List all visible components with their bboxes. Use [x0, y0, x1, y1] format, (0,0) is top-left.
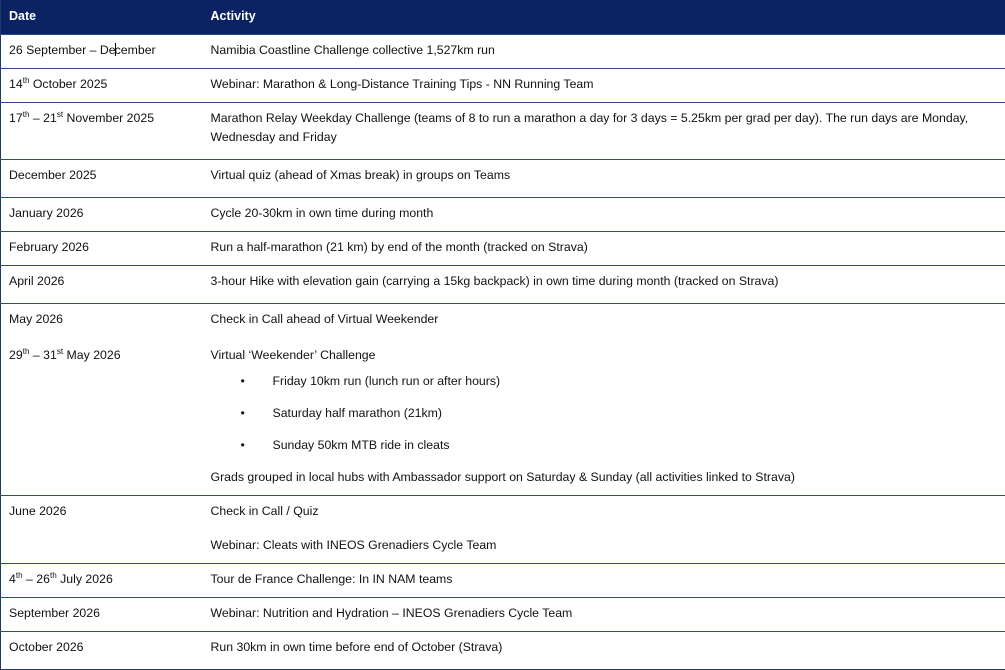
cell-date[interactable]: January 2026	[1, 198, 195, 232]
date-remainder: October 2025	[29, 77, 107, 91]
column-header-activity: Activity	[195, 0, 1005, 35]
cell-activity[interactable]: Cycle 20-30km in own time during month	[195, 198, 1005, 232]
table-row: June 2026 Check in Call / Quiz Webinar: …	[1, 496, 1005, 563]
date-range-separator: – 26	[23, 572, 50, 586]
date-text-after-caret: cember	[115, 43, 156, 57]
date-remainder: November 2025	[63, 111, 154, 125]
activity-grads-note: Grads grouped in local hubs with Ambassa…	[211, 468, 996, 487]
date-ordinal-suffix: th	[16, 570, 23, 579]
table-row: February 2026 Run a half-marathon (21 km…	[1, 232, 1005, 266]
date-remainder: July 2026	[57, 572, 113, 586]
activity-checkin-call: Check in Call ahead of Virtual Weekender	[211, 310, 996, 329]
list-item-label: Sunday 50km MTB ride in cleats	[273, 438, 450, 452]
cell-activity[interactable]: Check in Call / Quiz Webinar: Cleats wit…	[195, 496, 1005, 563]
cell-date[interactable]: June 2026	[1, 496, 195, 563]
date-remainder: May 2026	[63, 348, 120, 362]
activity-weekender-title: Virtual ‘Weekender’ Challenge	[211, 346, 996, 365]
cell-date[interactable]: September 2026	[1, 597, 195, 631]
table-row: 4th – 26th July 2026 Tour de France Chal…	[1, 563, 1005, 597]
table-row-weekender: May 2026 29th – 31st May 2026 Check in C…	[1, 304, 1005, 496]
list-item-label: Friday 10km run (lunch run or after hour…	[273, 374, 501, 388]
table-body: 26 September – December Namibia Coastlin…	[1, 35, 1005, 670]
table-header: Date Activity	[1, 0, 1005, 35]
cell-activity[interactable]: Marathon Relay Weekday Challenge (teams …	[195, 103, 1005, 160]
table-row: 26 September – December Namibia Coastlin…	[1, 35, 1005, 69]
date-text-before-caret: 26 September – De	[9, 43, 116, 57]
table-header-row: Date Activity	[1, 0, 1005, 35]
cell-activity[interactable]: Webinar: Marathon & Long-Distance Traini…	[195, 69, 1005, 103]
cell-date[interactable]: 17th – 21st November 2025	[1, 103, 195, 160]
date-range-separator: – 21	[29, 111, 56, 125]
cell-date[interactable]: May 2026 29th – 31st May 2026	[1, 304, 195, 496]
bullet-icon: •	[241, 438, 245, 454]
list-item: • Sunday 50km MTB ride in cleats	[211, 438, 996, 454]
table-row: 17th – 21st November 2025 Marathon Relay…	[1, 103, 1005, 160]
activity-webinar-cleats: Webinar: Cleats with INEOS Grenadiers Cy…	[211, 536, 996, 555]
date-day-number: 29	[9, 348, 23, 362]
cell-activity[interactable]: Run a half-marathon (21 km) by end of th…	[195, 232, 1005, 266]
table-row: 14th October 2025 Webinar: Marathon & Lo…	[1, 69, 1005, 103]
column-header-date: Date	[1, 0, 195, 35]
table-row: October 2026 Run 30km in own time before…	[1, 631, 1005, 669]
date-day-number: 14	[9, 77, 23, 91]
table-row: January 2026 Cycle 20-30km in own time d…	[1, 198, 1005, 232]
cell-date[interactable]: April 2026	[1, 266, 195, 304]
cell-date[interactable]: February 2026	[1, 232, 195, 266]
bullet-icon: •	[241, 374, 245, 390]
date-line-may: May 2026	[9, 310, 187, 329]
cell-activity[interactable]: Run 30km in own time before end of Octob…	[195, 631, 1005, 669]
list-item-label: Saturday half marathon (21km)	[273, 406, 443, 420]
cell-activity[interactable]: 3-hour Hike with elevation gain (carryin…	[195, 266, 1005, 304]
date-day-number: 4	[9, 572, 16, 586]
date-line-weekender: 29th – 31st May 2026	[9, 346, 187, 365]
cell-date[interactable]: 14th October 2025	[1, 69, 195, 103]
cell-activity[interactable]: Virtual quiz (ahead of Xmas break) in gr…	[195, 160, 1005, 198]
table-row: April 2026 3-hour Hike with elevation ga…	[1, 266, 1005, 304]
date-day-number: 17	[9, 111, 23, 125]
activity-checkin-quiz: Check in Call / Quiz	[211, 502, 996, 521]
cell-activity[interactable]: Tour de France Challenge: In IN NAM team…	[195, 563, 1005, 597]
cell-date[interactable]: December 2025	[1, 160, 195, 198]
cell-date[interactable]: 4th – 26th July 2026	[1, 563, 195, 597]
table-row: December 2025 Virtual quiz (ahead of Xma…	[1, 160, 1005, 198]
cell-activity[interactable]: Namibia Coastline Challenge collective 1…	[195, 35, 1005, 69]
list-item: • Saturday half marathon (21km)	[211, 406, 996, 422]
cell-date[interactable]: 26 September – December	[1, 35, 195, 69]
cell-date[interactable]: October 2026	[1, 631, 195, 669]
table-row: September 2026 Webinar: Nutrition and Hy…	[1, 597, 1005, 631]
bullet-icon: •	[241, 406, 245, 422]
list-item: • Friday 10km run (lunch run or after hou…	[211, 374, 996, 390]
cell-activity[interactable]: Webinar: Nutrition and Hydration – INEOS…	[195, 597, 1005, 631]
date-range-separator: – 31	[29, 348, 56, 362]
weekender-bullet-list: • Friday 10km run (lunch run or after hou…	[211, 374, 996, 454]
date-ordinal-suffix-2: th	[50, 570, 57, 579]
date-line-spacer	[9, 329, 187, 346]
cell-activity[interactable]: Check in Call ahead of Virtual Weekender…	[195, 304, 1005, 496]
